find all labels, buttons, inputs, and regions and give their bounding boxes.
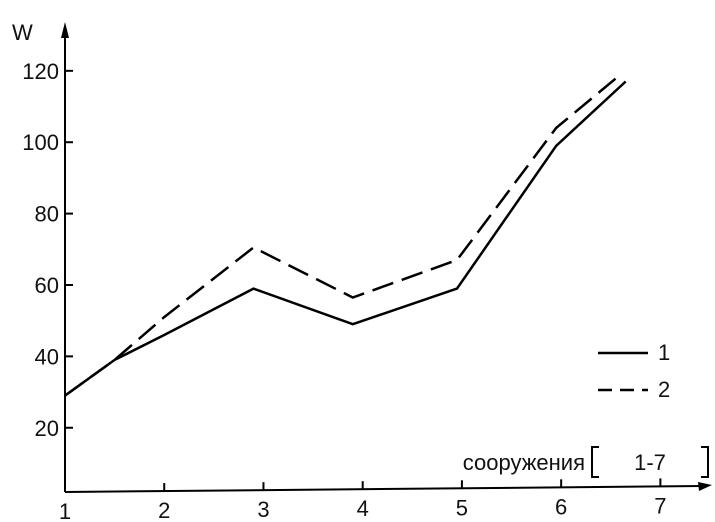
- x-tick-label: 4: [357, 496, 369, 521]
- y-tick-label: 40: [35, 344, 59, 369]
- legend-label-2: 2: [658, 377, 670, 402]
- x-axis: [64, 485, 703, 493]
- legend: 12: [598, 340, 670, 402]
- x-axis-title-text: сооружения: [463, 450, 585, 475]
- x-axis-title: сооружения 1-7: [463, 446, 709, 478]
- legend-label-1: 1: [658, 340, 670, 365]
- x-tick-label: 1: [59, 499, 71, 522]
- x-axis-title-bracket-left: [591, 446, 599, 478]
- series-line-1: [64, 80, 627, 397]
- y-tick-label: 120: [22, 59, 59, 84]
- series-layer: [64, 73, 627, 397]
- x-tick-label: 2: [158, 498, 170, 522]
- y-axis-arrow: [61, 22, 69, 38]
- series-line-2: [64, 73, 622, 397]
- y-tick-label: 100: [22, 130, 59, 155]
- x-tick-label: 7: [654, 493, 666, 518]
- y-ticks: 20 40 60 80 100 120: [22, 59, 73, 441]
- y-tick-label: 60: [35, 273, 59, 298]
- y-tick-label: 80: [35, 202, 59, 227]
- x-ticks: 1 2 3 4 5 6 7: [59, 478, 667, 522]
- y-tick-label: 20: [35, 416, 59, 441]
- x-tick-label: 5: [456, 495, 468, 520]
- x-axis-title-range: 1-7: [634, 450, 666, 475]
- x-axis-title-bracket-right: [701, 446, 709, 478]
- axes: [61, 22, 712, 493]
- y-axis-title: W: [12, 20, 33, 45]
- x-tick-label: 3: [257, 497, 269, 522]
- x-tick-label: 6: [555, 494, 567, 519]
- x-axis-arrow: [698, 482, 712, 491]
